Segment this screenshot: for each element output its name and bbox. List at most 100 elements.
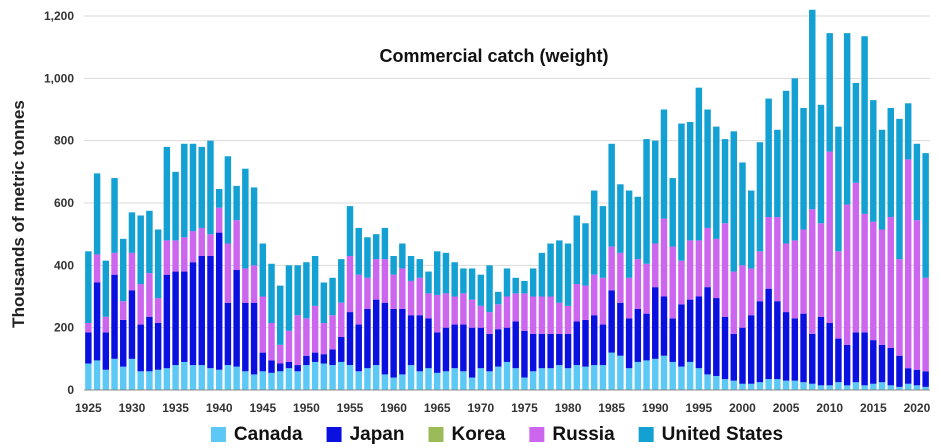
- bar-segment-russia: [451, 296, 458, 325]
- bar-segment-japan: [364, 308, 371, 369]
- bar-segment-united-states: [451, 262, 458, 297]
- bar-segment-japan: [128, 290, 136, 359]
- bar-segment-japan: [747, 315, 755, 384]
- x-tick-label: 1960: [380, 401, 407, 415]
- bar-segment-russia: [250, 265, 258, 303]
- bar-segment-united-states: [521, 280, 528, 294]
- bar-segment-russia: [189, 231, 197, 263]
- bar-segment-japan: [172, 271, 179, 366]
- bar-segment-united-states: [93, 173, 101, 255]
- bar-segment-canada: [85, 363, 92, 390]
- bar-segment-canada: [355, 371, 362, 390]
- bar-segment-japan: [120, 319, 127, 367]
- bar-segment-russia: [111, 252, 118, 275]
- bar-segment-russia: [215, 207, 223, 233]
- bar-segment-canada: [617, 355, 624, 390]
- bar-segment-canada: [486, 371, 493, 390]
- bar-segment-canada: [904, 383, 912, 390]
- bar-segment-russia: [93, 254, 101, 283]
- bar-segment-united-states: [617, 184, 624, 253]
- legend-swatch-japan: [326, 427, 342, 442]
- bar-segment-canada: [311, 361, 319, 390]
- y-tick-label: 1,000: [44, 71, 74, 85]
- bar-segment-japan: [826, 322, 833, 386]
- bar-segment-japan: [85, 332, 92, 364]
- bar-segment-united-states: [250, 187, 258, 266]
- bar-segment-russia: [399, 268, 406, 309]
- bar-segment-russia: [364, 277, 371, 309]
- bar-segment-japan: [599, 324, 607, 366]
- bar-segment-canada: [128, 358, 136, 390]
- bar-segment-russia: [782, 243, 790, 313]
- legend-label: Japan: [350, 424, 405, 445]
- bar-segment-japan: [137, 324, 144, 372]
- bar-segment-russia: [137, 284, 144, 325]
- bar-segment-japan: [111, 274, 118, 359]
- bar-segment-united-states: [695, 87, 703, 241]
- bar-segment-united-states: [564, 243, 572, 306]
- bar-segment-russia: [913, 220, 921, 370]
- bar-segment-united-states: [372, 234, 380, 260]
- bar-segment-united-states: [425, 271, 432, 294]
- y-tick-label: 400: [54, 258, 74, 272]
- bar-segment-united-states: [774, 129, 781, 218]
- bar-segment-united-states: [85, 251, 92, 323]
- bar-segment-japan: [904, 368, 912, 384]
- bar-segment-russia: [669, 246, 676, 319]
- bar-segment-russia: [233, 220, 240, 271]
- bar-segment-japan: [329, 349, 336, 366]
- bar-segment-japan: [416, 315, 424, 372]
- bar-segment-canada: [774, 379, 781, 390]
- bar-segment-united-states: [268, 263, 275, 323]
- bar-segment-japan: [338, 337, 345, 362]
- y-tick-label: 800: [54, 134, 74, 148]
- bar-segment-japan: [564, 333, 572, 369]
- bar-segment-canada: [843, 385, 851, 390]
- bar-segment-canada: [372, 365, 380, 390]
- bar-segment-japan: [390, 308, 397, 378]
- bar-segment-canada: [913, 385, 921, 390]
- bar-segment-japan: [721, 316, 729, 380]
- bar-segment-russia: [896, 259, 903, 356]
- bar-segment-russia: [207, 234, 214, 256]
- bar-segment-united-states: [686, 121, 694, 241]
- bar-segment-russia: [425, 293, 432, 319]
- bar-segment-japan: [547, 333, 554, 369]
- bar-segment-canada: [390, 377, 397, 390]
- bar-segment-japan: [512, 321, 519, 369]
- bar-segment-canada: [608, 352, 615, 390]
- bar-segment-russia: [573, 284, 580, 322]
- bar-segment-japan: [372, 299, 380, 366]
- bar-segment-russia: [529, 296, 537, 334]
- x-tick-label: 1935: [162, 401, 189, 415]
- bar-segment-russia: [809, 209, 816, 334]
- bar-segment-japan: [250, 302, 258, 375]
- bar-segment-united-states: [704, 109, 711, 228]
- bar-segment-japan: [268, 360, 275, 373]
- bar-segment-japan: [311, 352, 319, 362]
- bar-segment-russia: [346, 255, 354, 313]
- bar-segment-russia: [590, 274, 598, 316]
- bar-segment-canada: [102, 369, 110, 390]
- bar-segment-japan: [163, 274, 171, 369]
- bar-segment-japan: [224, 302, 232, 366]
- x-tick-label: 1940: [206, 401, 233, 415]
- bar-segment-russia: [564, 305, 572, 334]
- bar-segment-japan: [529, 333, 537, 372]
- bar-segment-russia: [477, 305, 485, 328]
- bar-segment-united-states: [346, 206, 354, 256]
- bar-segment-canada: [320, 363, 328, 390]
- bar-segment-canada: [468, 377, 476, 390]
- bar-segment-canada: [224, 365, 232, 390]
- bar-segment-united-states: [782, 90, 790, 244]
- bar-segment-japan: [189, 262, 197, 366]
- bar-segment-japan: [477, 327, 485, 369]
- x-tick-label: 1925: [75, 401, 102, 415]
- bar-segment-russia: [791, 240, 799, 319]
- bar-segment-canada: [686, 361, 694, 390]
- bar-segment-united-states: [477, 274, 485, 306]
- bar-segment-canada: [756, 382, 764, 390]
- bar-segment-japan: [303, 355, 310, 366]
- bar-segment-united-states: [634, 196, 642, 260]
- bar-segment-canada: [625, 368, 633, 390]
